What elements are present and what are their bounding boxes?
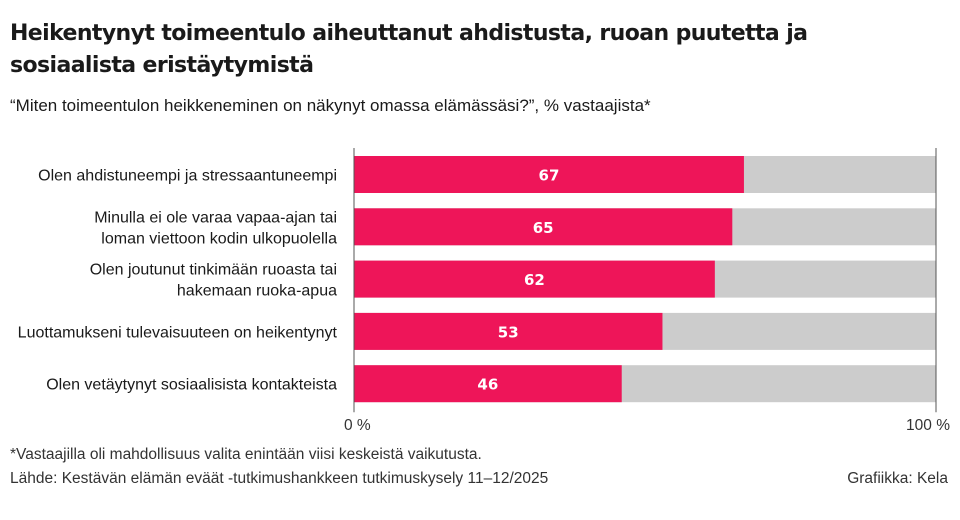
graphic-credit: Grafiikka: Kela: [847, 470, 948, 487]
category-label: Luottamukseni tulevaisuuteen on heikenty…: [18, 324, 338, 341]
x-tick-label: 0 %: [344, 417, 371, 434]
category-label: Minulla ei ole varaa vapaa-ajan tai: [94, 209, 337, 226]
bar-value-label: 62: [524, 271, 545, 289]
bar-value-label: 67: [539, 167, 560, 185]
category-label: Olen vetäytynyt sosiaalisista kontakteis…: [46, 377, 337, 394]
footnote: *Vastaajilla oli mahdollisuus valita eni…: [10, 446, 482, 463]
bar-value-label: 53: [498, 323, 519, 341]
bar-value-label: 65: [533, 219, 554, 237]
category-label: Olen ahdistuneempi ja stressaantuneempi: [38, 168, 337, 185]
category-label: loman viettoon kodin ulkopuolella: [101, 230, 337, 247]
chart-title: Heikentynyt toimeentulo aiheuttanut ahdi…: [10, 21, 808, 78]
source-note: Lähde: Kestävän elämän eväät -tutkimusha…: [10, 470, 549, 487]
bar: [354, 156, 744, 193]
bar-chart: 67 Olen ahdistuneempi ja stressaantuneemp…: [18, 148, 950, 434]
category-label: hakemaan ruoka-apua: [177, 283, 337, 300]
bar: [354, 208, 733, 246]
bar: [354, 260, 715, 298]
bar-value-label: 46: [477, 376, 498, 394]
bar: [354, 365, 622, 403]
category-label: Olen joutunut tinkimään ruoasta tai: [90, 262, 337, 279]
chart-subtitle: “Miten toimeentulon heikkeneminen on näk…: [10, 96, 651, 115]
x-tick-label: 100 %: [906, 417, 950, 434]
bar: [354, 312, 663, 350]
